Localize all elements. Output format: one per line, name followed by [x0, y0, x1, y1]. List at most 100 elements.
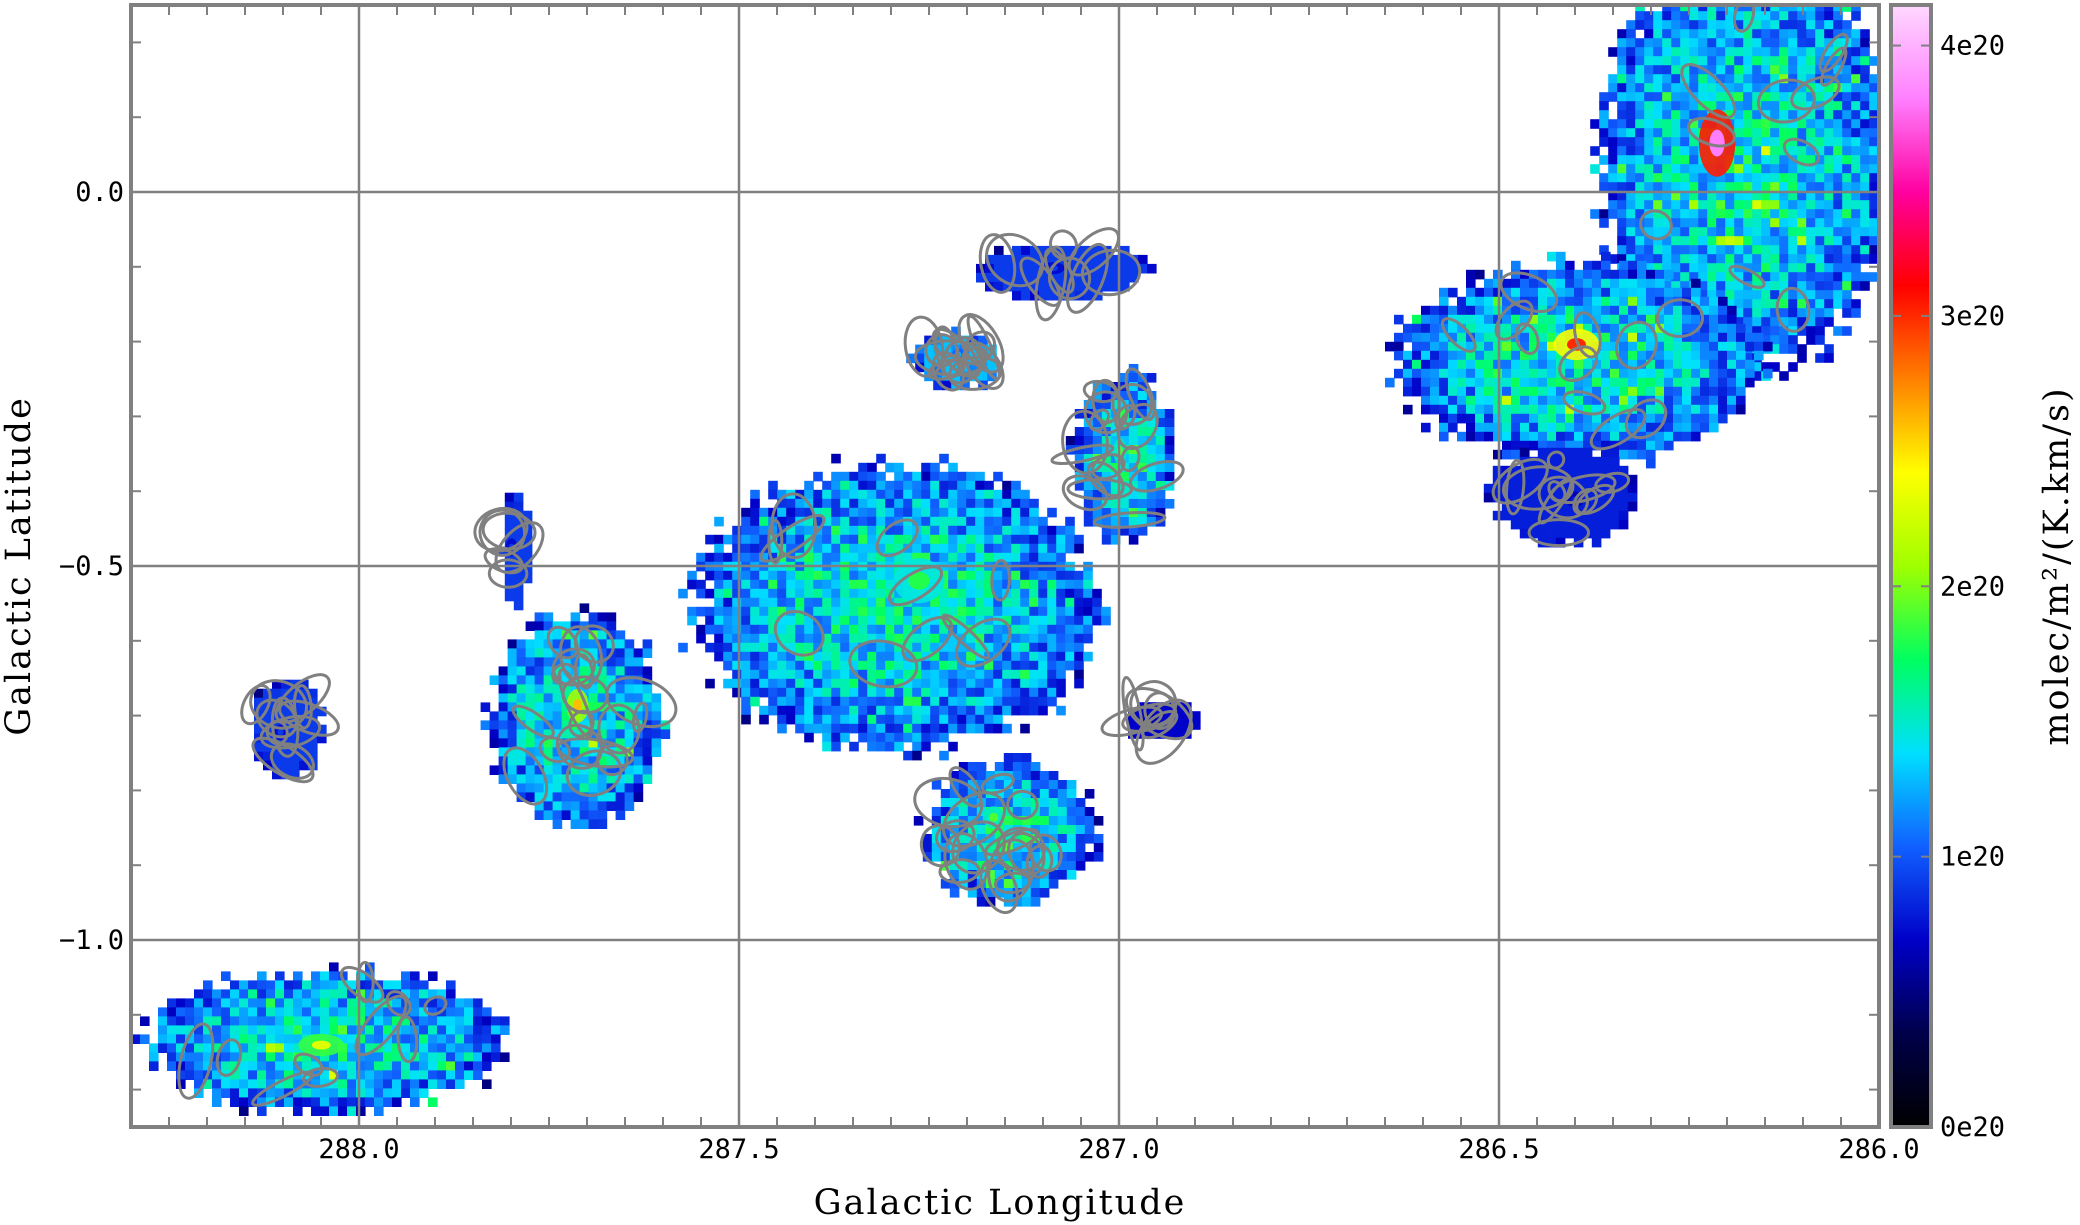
emission-cell: [1573, 465, 1584, 476]
emission-cell: [525, 702, 536, 712]
emission-cell: [1484, 422, 1494, 433]
emission-cell: [552, 765, 563, 775]
emission-cell: [940, 798, 951, 808]
emission-cell: [642, 738, 653, 748]
emission-cell: [912, 714, 922, 725]
emission-cell: [1003, 254, 1013, 265]
emission-cell: [894, 732, 904, 743]
emission-cell: [1655, 287, 1665, 298]
emission-cell: [1020, 606, 1030, 617]
emission-cell: [1003, 753, 1014, 763]
emission-cell: [543, 801, 554, 811]
emission-region: [678, 453, 1111, 761]
emission-cell: [504, 591, 515, 602]
emission-cell: [1029, 525, 1039, 536]
emission-cell: [1637, 449, 1647, 460]
emission-cell: [939, 606, 949, 617]
emission-cell: [1689, 254, 1699, 264]
emission-cell: [1083, 499, 1094, 509]
emission-cell: [329, 1097, 339, 1107]
emission-cell: [1608, 92, 1618, 102]
emission-cell: [1556, 422, 1566, 433]
emission-cell: [1851, 65, 1861, 75]
emission-cell: [1709, 413, 1719, 424]
emission-cell: [984, 624, 994, 635]
emission-cell: [651, 702, 662, 712]
emission-cell: [1869, 191, 1879, 201]
emission-cell: [1655, 269, 1665, 280]
emission-cell: [1164, 499, 1175, 509]
emission-cell: [1600, 483, 1611, 494]
emission-cell: [1502, 314, 1512, 325]
emission-cell: [552, 630, 563, 640]
emission-cell: [1743, 191, 1753, 201]
clump-ellipse: [1575, 483, 1616, 515]
emission-cell: [1671, 137, 1681, 147]
emission-cell: [1788, 56, 1798, 66]
emission-cell: [741, 534, 751, 545]
emission-cell: [1797, 83, 1807, 93]
emission-cell: [1824, 254, 1834, 264]
emission-cell: [894, 669, 904, 680]
emission-cell: [1716, 236, 1726, 246]
emission-cell: [1011, 606, 1021, 617]
emission-cell: [903, 489, 913, 500]
emission-cell: [966, 525, 976, 536]
emission-cell: [978, 371, 988, 382]
emission-cell: [428, 1079, 438, 1089]
emission-cell: [1529, 386, 1539, 397]
emission-cell: [1591, 510, 1602, 521]
emission-cell: [525, 747, 536, 757]
emission-cell: [1564, 528, 1575, 539]
emission-cell: [840, 570, 850, 581]
emission-cell: [1020, 534, 1030, 545]
emission-cell: [1761, 155, 1771, 165]
emission-cell: [1565, 377, 1575, 388]
emission-cell: [705, 606, 715, 617]
emission-cell: [1662, 20, 1672, 30]
emission-cell: [642, 639, 653, 649]
emission-cell: [230, 980, 240, 990]
emission-cell: [1833, 227, 1843, 237]
emission-cell: [1601, 287, 1611, 298]
emission-cell: [1048, 825, 1059, 835]
emission-cell: [1779, 83, 1789, 93]
emission-cell: [356, 1034, 366, 1044]
emission-cell: [939, 651, 949, 662]
emission-cell: [903, 723, 913, 734]
emission-cell: [939, 633, 949, 644]
emission-cell: [1824, 281, 1834, 291]
emission-cell: [507, 729, 518, 739]
clump-ellipse: [1494, 299, 1534, 341]
emission-cell: [876, 660, 886, 671]
emission-cell: [1671, 5, 1681, 12]
emission-cell: [957, 723, 967, 734]
emission-cell: [1628, 305, 1638, 316]
emission-cell: [1815, 164, 1825, 174]
emission-cell: [957, 597, 967, 608]
emission-cell: [1038, 651, 1048, 662]
emission-cell: [1698, 29, 1708, 39]
emission-cell: [912, 696, 922, 707]
emission-cell: [320, 971, 330, 981]
emission-cell: [1574, 413, 1584, 424]
emission-cell: [651, 693, 662, 703]
emission-cell: [437, 1061, 447, 1071]
emission-cell: [1048, 780, 1059, 790]
emission-cell: [967, 861, 978, 871]
emission-cell: [1011, 678, 1021, 689]
emission-cell: [984, 678, 994, 689]
emission-cell: [1421, 422, 1431, 433]
emission-cell: [1484, 332, 1494, 343]
emission-cell: [248, 1007, 258, 1017]
emission-cell: [1664, 341, 1674, 352]
emission-cell: [1511, 278, 1521, 289]
emission-cell: [570, 783, 581, 793]
emission-cell: [522, 537, 533, 548]
emission-cell: [1074, 454, 1085, 464]
emission-cell: [885, 633, 895, 644]
emission-cell: [948, 633, 958, 644]
emission-cell: [1779, 254, 1789, 264]
emission-cell: [1653, 245, 1663, 255]
emission-cell: [534, 675, 545, 685]
